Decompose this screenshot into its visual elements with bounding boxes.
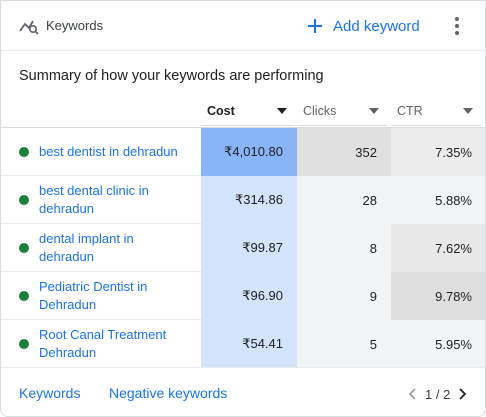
- more-vert-icon[interactable]: [447, 14, 467, 38]
- chevron-left-icon[interactable]: [405, 386, 421, 402]
- clicks-cell: 8: [297, 224, 391, 272]
- column-header-label: Cost: [207, 104, 235, 118]
- table-row: dental implant in dehradun ₹99.87 8 7.62%: [1, 224, 485, 272]
- status-enabled-icon: [19, 195, 29, 205]
- keywords-icon: [19, 20, 39, 35]
- cost-cell: ₹96.90: [201, 272, 297, 320]
- chevron-right-icon[interactable]: [454, 386, 470, 402]
- pagination: 1 / 2: [405, 384, 475, 404]
- column-header-label: Clicks: [303, 104, 337, 118]
- ctr-cell: 5.88%: [391, 176, 485, 224]
- dropdown-arrow-icon[interactable]: [463, 108, 473, 114]
- dropdown-arrow-icon[interactable]: [277, 108, 287, 114]
- card-footer: Keywords Negative keywords 1 / 2: [1, 367, 485, 417]
- page-indicator: 1 / 2: [425, 386, 451, 402]
- keyword-link[interactable]: Pediatric Dentist in Dehradun: [39, 279, 148, 312]
- keywords-link[interactable]: Keywords: [19, 385, 81, 401]
- cost-cell: ₹54.41: [201, 320, 297, 368]
- card-header: Keywords Add keyword: [1, 1, 485, 51]
- ctr-cell: 7.35%: [391, 128, 485, 176]
- add-keyword-button[interactable]: Add keyword: [305, 11, 427, 41]
- cost-cell: ₹99.87: [201, 224, 297, 272]
- ctr-cell: 9.78%: [391, 272, 485, 320]
- add-keyword-label: Add keyword: [333, 17, 420, 35]
- column-header-ctr[interactable]: CTR: [391, 98, 481, 126]
- keyword-link[interactable]: Root Canal Treatment Dehradun: [39, 327, 167, 360]
- keyword-link[interactable]: best dentist in dehradun: [39, 144, 178, 159]
- cost-cell: ₹314.86: [201, 176, 297, 224]
- clicks-cell: 352: [297, 128, 391, 176]
- dropdown-arrow-icon[interactable]: [369, 108, 379, 114]
- cost-cell: ₹4,010.80: [201, 128, 297, 176]
- negative-keywords-link[interactable]: Negative keywords: [109, 385, 228, 401]
- ctr-cell: 5.95%: [391, 320, 485, 368]
- ctr-cell: 7.62%: [391, 224, 485, 272]
- card-title: Keywords: [46, 18, 104, 33]
- column-header-label: CTR: [397, 104, 423, 118]
- clicks-cell: 9: [297, 272, 391, 320]
- plus-icon: [308, 19, 322, 33]
- keyword-link[interactable]: best dental clinic in dehradun: [39, 183, 149, 216]
- table-row: Pediatric Dentist in Dehradun ₹96.90 9 9.78…: [1, 272, 485, 320]
- clicks-cell: 5: [297, 320, 391, 368]
- table-divider: [1, 127, 485, 128]
- status-enabled-icon: [19, 147, 29, 157]
- summary-heading: Summary of how your keywords are perform…: [19, 68, 324, 84]
- status-enabled-icon: [19, 243, 29, 253]
- keyword-link[interactable]: dental implant in dehradun: [39, 231, 134, 264]
- column-header-cost[interactable]: Cost: [201, 98, 295, 126]
- column-header-clicks[interactable]: Clicks: [297, 98, 387, 126]
- table-row: best dentist in dehradun ₹4,010.80 352 7.35…: [1, 128, 485, 176]
- table-row: best dental clinic in dehradun ₹314.86 28 5…: [1, 176, 485, 224]
- status-enabled-icon: [19, 339, 29, 349]
- table-row: Root Canal Treatment Dehradun ₹54.41 5 5.95…: [1, 320, 485, 368]
- status-enabled-icon: [19, 291, 29, 301]
- clicks-cell: 28: [297, 176, 391, 224]
